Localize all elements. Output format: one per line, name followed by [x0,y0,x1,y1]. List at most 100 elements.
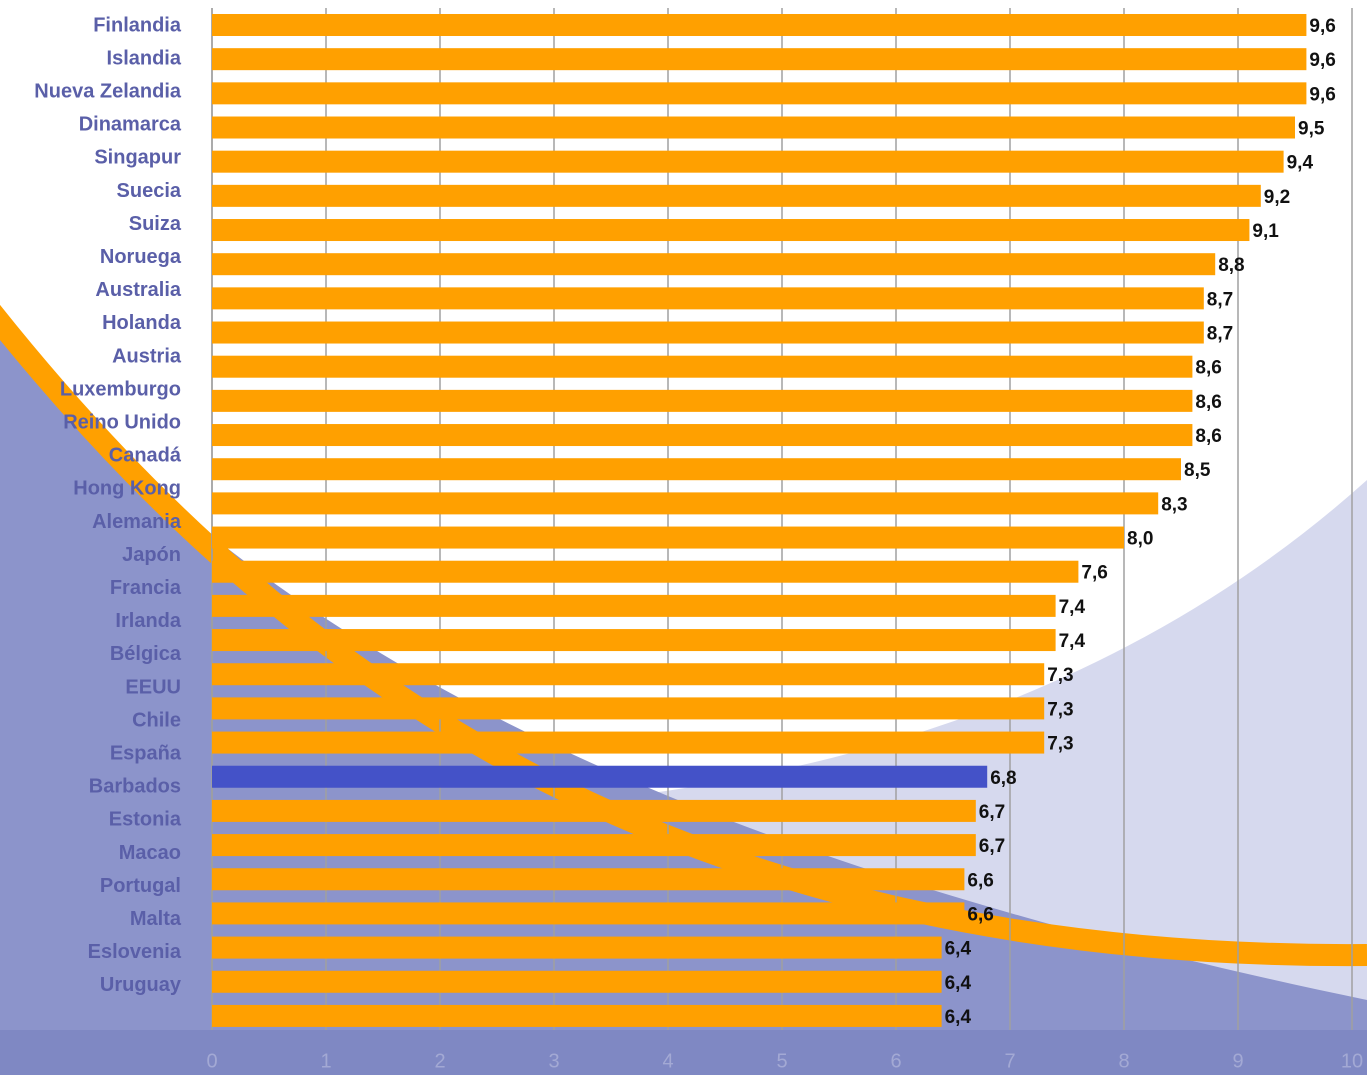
category-label: Chile [132,709,181,731]
category-label: Singapur [94,147,181,169]
value-label: 8,7 [1207,324,1233,345]
x-tick-label: 1 [320,1050,331,1072]
category-label: Dinamarca [79,114,182,136]
bars: 9,6 Finlandia 9,6 Islandia 9,6 Nueva Zelandia… [34,14,1336,1028]
value-label: 9,6 [1309,84,1335,105]
bar [212,731,1045,754]
category-label: EEUU [125,676,181,698]
value-label: 7,3 [1047,699,1073,720]
value-label: 6,6 [967,904,993,925]
value-label: 6,7 [979,802,1005,823]
value-label: 7,4 [1059,597,1086,618]
category-label: Reino Unido [63,411,181,433]
value-label: 9,5 [1298,119,1325,140]
bar [212,526,1124,549]
bar [212,48,1307,71]
bar [212,970,942,993]
bar [212,594,1056,617]
category-label: Finlandia [93,14,182,36]
bar [212,321,1204,344]
value-label: 7,6 [1081,563,1107,584]
value-label: 6,8 [990,768,1016,789]
category-label: Francia [110,577,182,599]
bar [212,1004,942,1027]
bar [212,936,942,959]
x-tick-label: 5 [776,1050,787,1072]
value-label: 9,6 [1309,50,1335,71]
category-label: Uruguay [100,974,182,996]
category-label: Suecia [117,180,182,202]
x-tick-label: 4 [662,1050,673,1072]
value-label: 8,6 [1195,358,1221,379]
value-label: 8,6 [1195,392,1221,413]
value-label: 9,1 [1252,221,1279,242]
value-label: 8,6 [1195,426,1221,447]
x-tick-label: 3 [548,1050,559,1072]
category-label: Australia [95,279,181,301]
category-label: Canadá [109,445,182,467]
bar [212,424,1193,447]
category-label: Austria [112,345,182,367]
bar [212,389,1193,412]
value-label: 9,6 [1309,16,1335,37]
bar [212,82,1307,105]
bar [212,799,976,822]
category-label: Portugal [100,875,181,897]
category-label: Japón [122,544,181,566]
bar [212,219,1250,242]
value-label: 9,4 [1287,153,1314,174]
value-label: 8,8 [1218,255,1244,276]
category-label: Irlanda [115,610,181,632]
value-label: 6,6 [967,870,993,891]
bar [212,184,1261,207]
bar [212,765,988,788]
bar [212,253,1216,276]
category-label: España [110,742,182,764]
value-label: 8,5 [1184,460,1211,481]
category-label: Nueva Zelandia [34,80,182,102]
bar [212,355,1193,378]
bar [212,116,1295,139]
value-label: 7,3 [1047,665,1073,686]
bar [212,150,1284,173]
bar [212,902,965,925]
bar [212,458,1181,481]
category-label: Alemania [92,511,182,533]
category-label: Macao [119,842,181,864]
category-label: Luxemburgo [60,378,181,400]
grid: 0 1 2 3 4 5 6 7 8 9 10 [206,8,1363,1072]
background-strip [0,1030,1367,1075]
x-tick-label: 9 [1232,1050,1243,1072]
bar [212,492,1159,515]
bar [212,834,976,857]
bar [212,663,1045,686]
value-label: 7,3 [1047,734,1073,755]
x-tick-label: 7 [1004,1050,1015,1072]
x-tick-label: 8 [1118,1050,1129,1072]
category-label: Noruega [100,246,182,268]
value-label: 8,3 [1161,494,1187,515]
bar [212,287,1204,310]
category-label: Suiza [129,213,182,235]
category-label: Islandia [107,47,182,69]
bar [212,14,1307,36]
x-tick-label: 6 [890,1050,901,1072]
category-label: Hong Kong [73,478,181,500]
category-label: Holanda [102,312,182,334]
x-tick-label: 10 [1341,1050,1363,1072]
x-tick-label: 2 [434,1050,445,1072]
category-label: Malta [130,908,182,930]
category-label: Barbados [89,776,181,798]
category-label: Eslovenia [88,941,182,963]
x-tick-label: 0 [206,1050,217,1072]
value-label: 6,4 [945,1007,972,1028]
value-label: 8,7 [1207,289,1233,310]
value-label: 6,4 [945,973,972,994]
value-label: 6,4 [945,939,972,960]
category-label: Bélgica [110,643,182,665]
category-label: Estonia [109,809,182,831]
bar [212,697,1045,720]
bar [212,629,1056,652]
bar [212,868,965,891]
